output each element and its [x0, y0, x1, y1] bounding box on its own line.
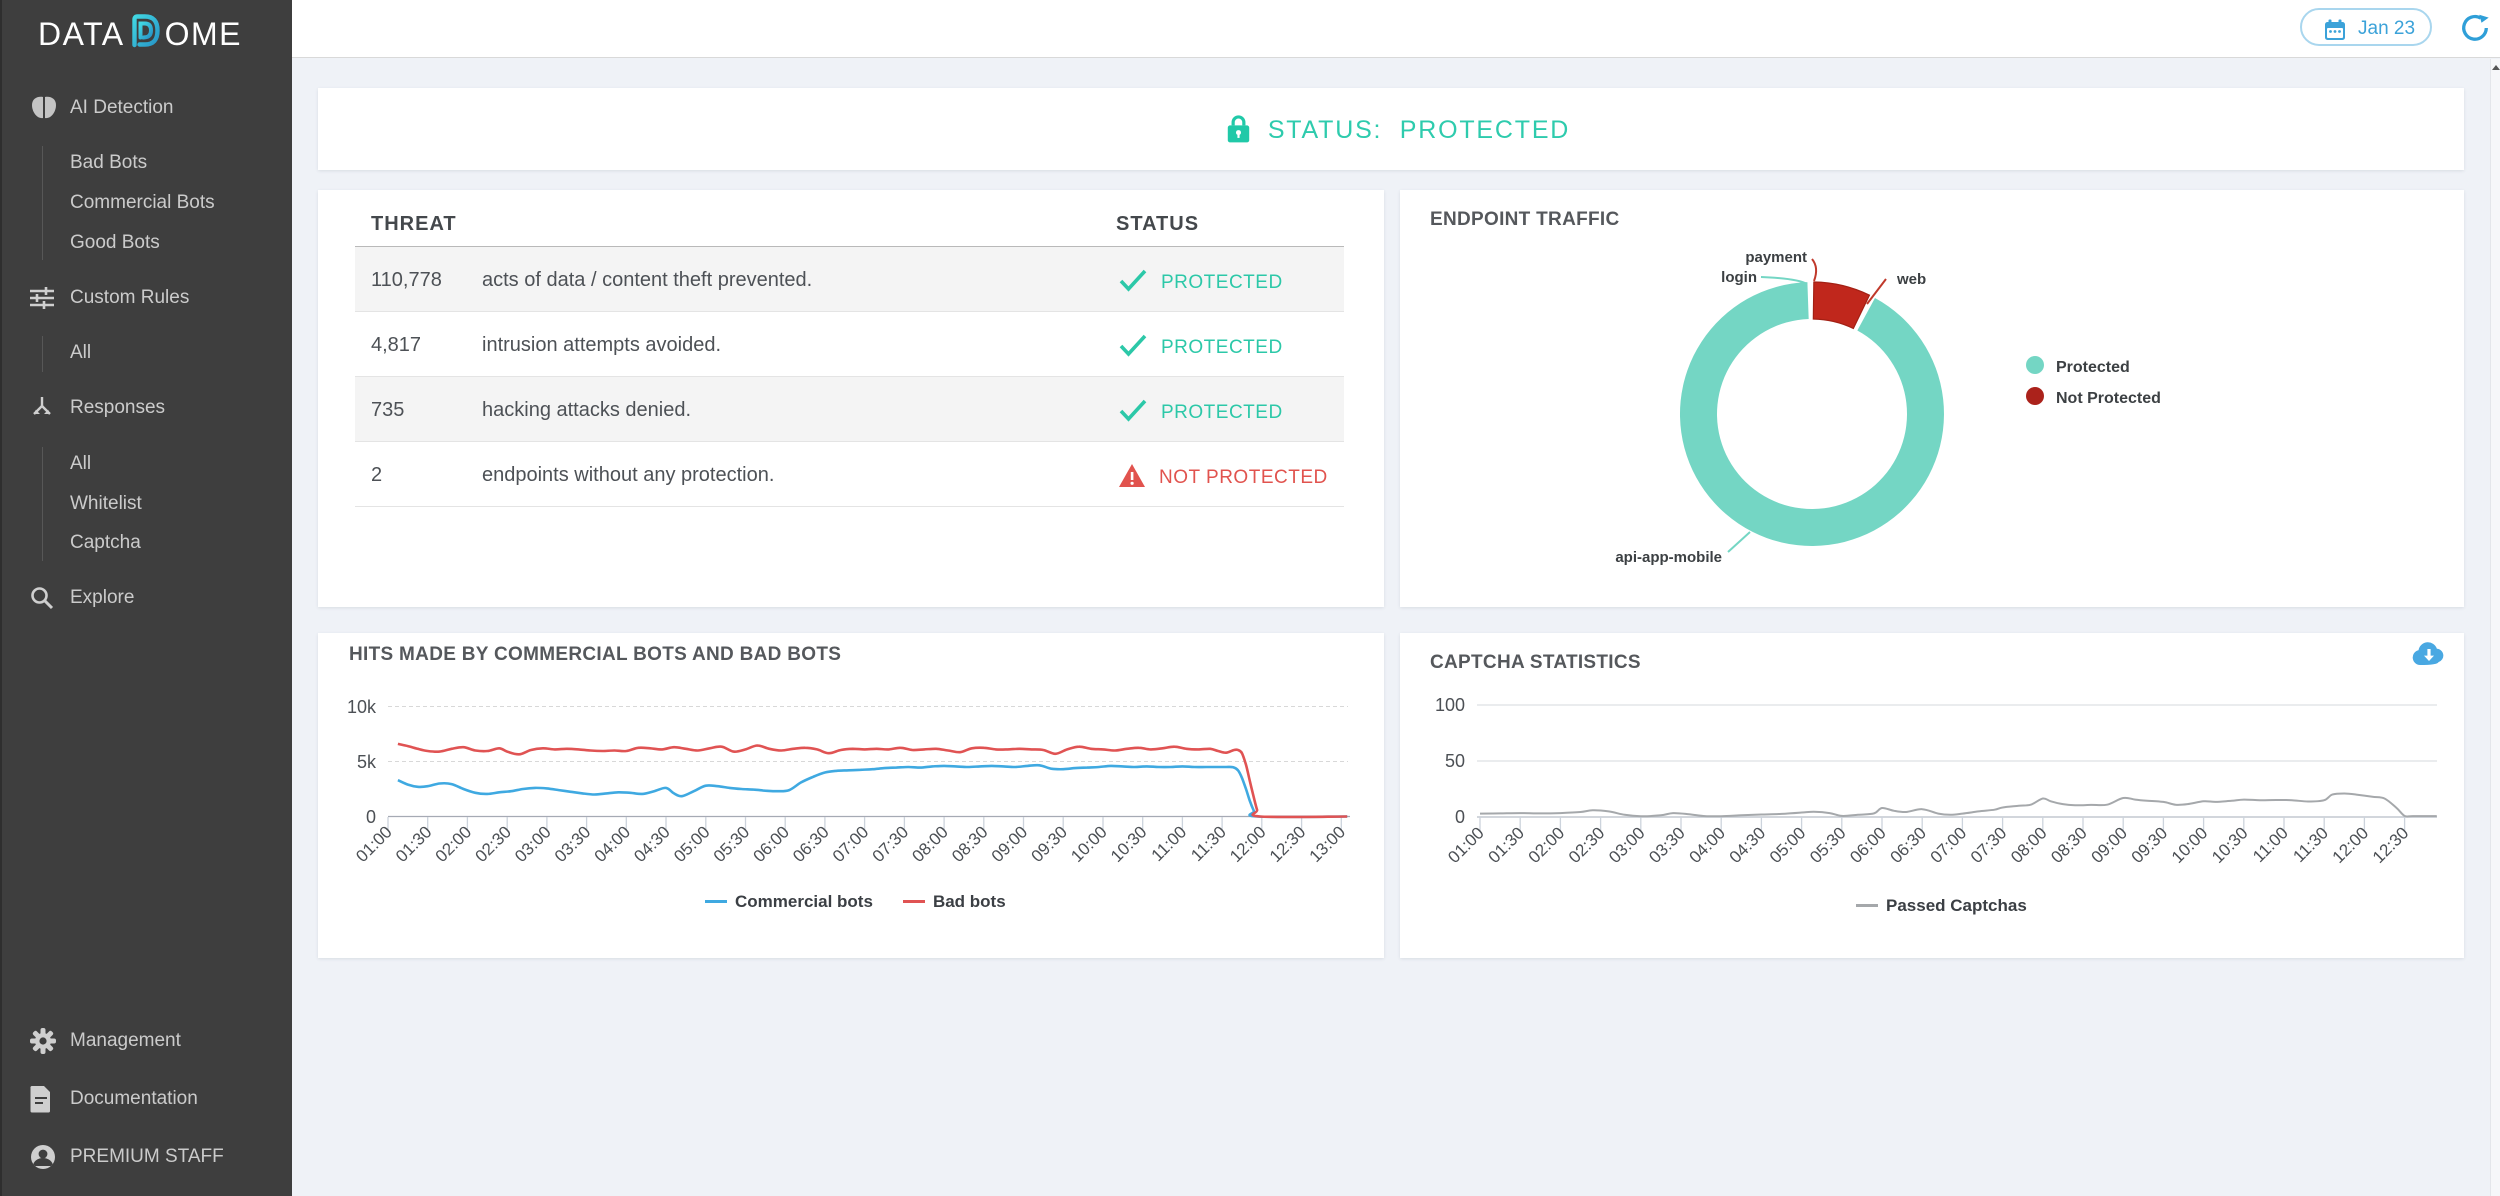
svg-text:11:30: 11:30	[1187, 822, 1230, 865]
svg-text:06:30: 06:30	[1887, 823, 1931, 867]
svg-text:01:30: 01:30	[392, 822, 436, 866]
svg-text:Protected: Protected	[2056, 359, 2130, 376]
svg-text:10:00: 10:00	[2168, 823, 2212, 867]
svg-text:03:30: 03:30	[551, 822, 595, 866]
svg-text:04:00: 04:00	[1686, 823, 1730, 867]
svg-text:08:30: 08:30	[948, 822, 992, 866]
svg-text:login: login	[1721, 269, 1757, 286]
svg-text:08:00: 08:00	[2007, 823, 2051, 867]
svg-text:09:00: 09:00	[2088, 823, 2132, 867]
svg-text:10:30: 10:30	[1107, 822, 1151, 866]
svg-text:08:00: 08:00	[908, 822, 952, 866]
svg-text:12:30: 12:30	[1266, 822, 1310, 866]
svg-text:07:30: 07:30	[1967, 823, 2011, 867]
svg-text:02:30: 02:30	[472, 822, 516, 866]
svg-text:100: 100	[1435, 695, 1465, 715]
svg-text:07:00: 07:00	[1927, 823, 1971, 867]
svg-text:payment: payment	[1745, 249, 1807, 266]
svg-text:0: 0	[1455, 807, 1465, 827]
svg-text:Not Protected: Not Protected	[2056, 390, 2161, 407]
svg-text:12:30: 12:30	[2369, 823, 2413, 867]
svg-text:08:30: 08:30	[2047, 823, 2091, 867]
svg-text:04:00: 04:00	[591, 822, 635, 866]
svg-text:01:00: 01:00	[1444, 823, 1488, 867]
svg-text:10:30: 10:30	[2208, 823, 2252, 867]
svg-text:11:00: 11:00	[2249, 823, 2292, 866]
svg-text:09:00: 09:00	[988, 822, 1032, 866]
svg-text:5k: 5k	[357, 752, 377, 772]
svg-text:02:30: 02:30	[1565, 823, 1609, 867]
svg-text:05:30: 05:30	[1806, 823, 1850, 867]
svg-text:0: 0	[366, 807, 376, 827]
svg-text:05:30: 05:30	[710, 822, 754, 866]
svg-text:web: web	[1896, 271, 1926, 288]
svg-text:11:30: 11:30	[2289, 823, 2332, 866]
svg-text:10k: 10k	[347, 697, 377, 717]
svg-text:09:30: 09:30	[1028, 822, 1072, 866]
svg-text:10:00: 10:00	[1067, 822, 1111, 866]
svg-text:05:00: 05:00	[1766, 823, 1810, 867]
svg-text:04:30: 04:30	[1726, 823, 1770, 867]
svg-text:02:00: 02:00	[432, 822, 476, 866]
svg-text:12:00: 12:00	[2329, 823, 2373, 867]
svg-text:03:00: 03:00	[511, 822, 555, 866]
svg-text:01:30: 01:30	[1485, 823, 1529, 867]
svg-text:06:30: 06:30	[789, 822, 833, 866]
svg-text:50: 50	[1445, 751, 1465, 771]
svg-text:01:00: 01:00	[352, 822, 396, 866]
svg-text:02:00: 02:00	[1525, 823, 1569, 867]
svg-text:13:00: 13:00	[1306, 822, 1350, 866]
svg-text:12:00: 12:00	[1226, 822, 1270, 866]
svg-text:09:30: 09:30	[2128, 823, 2172, 867]
svg-text:05:00: 05:00	[670, 822, 714, 866]
svg-text:07:30: 07:30	[869, 822, 913, 866]
svg-text:03:00: 03:00	[1605, 823, 1649, 867]
svg-text:11:00: 11:00	[1148, 822, 1191, 865]
svg-text:03:30: 03:30	[1645, 823, 1689, 867]
svg-text:06:00: 06:00	[1846, 823, 1890, 867]
svg-text:04:30: 04:30	[630, 822, 674, 866]
svg-text:06:00: 06:00	[750, 822, 794, 866]
svg-text:api-app-mobile: api-app-mobile	[1615, 549, 1722, 566]
svg-text:07:00: 07:00	[829, 822, 873, 866]
